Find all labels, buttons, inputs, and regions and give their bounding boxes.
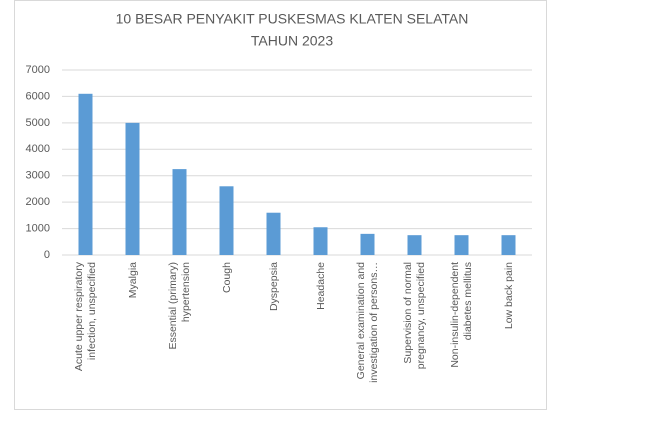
y-tick-label: 4000 [26,143,50,155]
bar [454,235,469,255]
x-tick-label: Myalgia [126,262,138,299]
bar [407,235,422,255]
x-tick-label: Low back pain [502,262,514,330]
x-tick-label: Dyspepsia [267,262,279,312]
bar [219,186,234,255]
x-tick-label: Non-insulin-dependent diabetes mellitus [448,262,474,368]
x-tick-label: Cough [220,262,232,293]
chart-title: 10 BESAR PENYAKIT PUSKESMAS KLATEN SELAT… [116,11,469,27]
x-tick-label: Acute upper respiratory infection, unspe… [72,262,98,372]
chart-frame [14,0,547,410]
bar [313,227,328,255]
bar [78,93,93,256]
y-tick-label: 7000 [26,64,50,76]
x-tick-label: Headache [314,262,326,310]
bar [266,212,281,255]
chart-title: TAHUN 2023 [251,33,333,49]
y-tick-label: 3000 [26,170,50,182]
y-tick-label: 5000 [26,117,50,129]
y-tick-label: 0 [44,249,50,261]
x-tick-label: General examination and investigation of… [354,262,380,383]
x-tick-label: Essential (primary) hypertension [166,262,192,350]
bar [501,235,516,255]
y-tick-label: 6000 [26,90,50,102]
x-tick-label: Supervision of normal pregnancy, unspeci… [401,262,427,370]
bar [360,233,375,255]
bar [125,122,140,255]
y-tick-label: 2000 [26,196,50,208]
bar [172,169,187,255]
y-tick-label: 1000 [26,222,50,234]
